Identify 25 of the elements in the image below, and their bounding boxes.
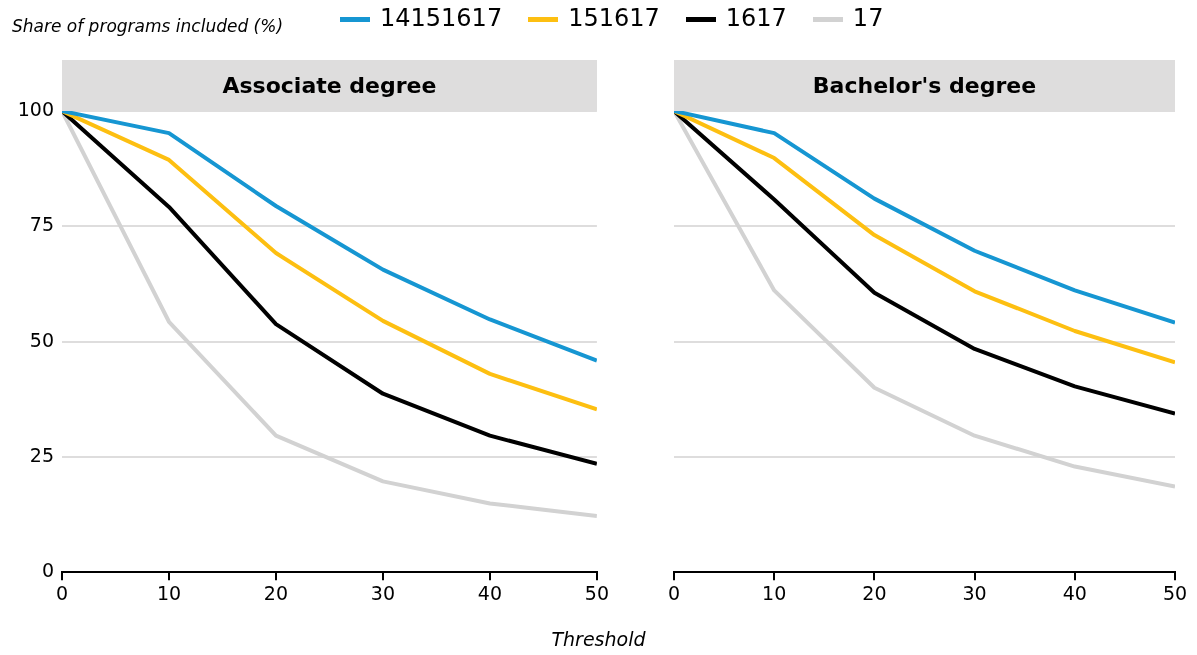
x-tick-label: 10 bbox=[156, 581, 182, 604]
x-tick-label: 0 bbox=[55, 581, 69, 604]
legend-label: 151617 bbox=[567, 4, 660, 32]
legend-label: 14151617 bbox=[379, 4, 503, 32]
y-tick-label: 25 bbox=[29, 443, 54, 466]
x-tick-label: 20 bbox=[862, 581, 887, 604]
x-tick-label: 40 bbox=[477, 581, 503, 604]
y-axis-title: Share of programs included (%) bbox=[12, 16, 284, 36]
x-tick-label: 10 bbox=[762, 581, 787, 604]
y-tick-label: 100 bbox=[17, 97, 54, 120]
legend-label: 17 bbox=[851, 4, 884, 32]
chart-title: Bachelor's degree bbox=[674, 60, 1175, 111]
chart-title: Associate degree bbox=[62, 60, 597, 111]
x-tick-label: 30 bbox=[962, 581, 987, 604]
x-tick-label: 50 bbox=[1162, 581, 1188, 604]
y-tick-label: 0 bbox=[41, 559, 54, 582]
x-tick-label: 0 bbox=[667, 581, 681, 604]
y-tick-label: 50 bbox=[29, 328, 54, 351]
x-tick-label: 50 bbox=[584, 581, 610, 604]
y-tick-label: 75 bbox=[29, 213, 54, 236]
x-tick-label: 30 bbox=[370, 581, 396, 604]
x-axis-title: Threshold bbox=[550, 628, 647, 650]
x-tick-label: 40 bbox=[1062, 581, 1087, 604]
legend-label: 1617 bbox=[724, 4, 787, 32]
x-tick-label: 20 bbox=[263, 581, 289, 604]
